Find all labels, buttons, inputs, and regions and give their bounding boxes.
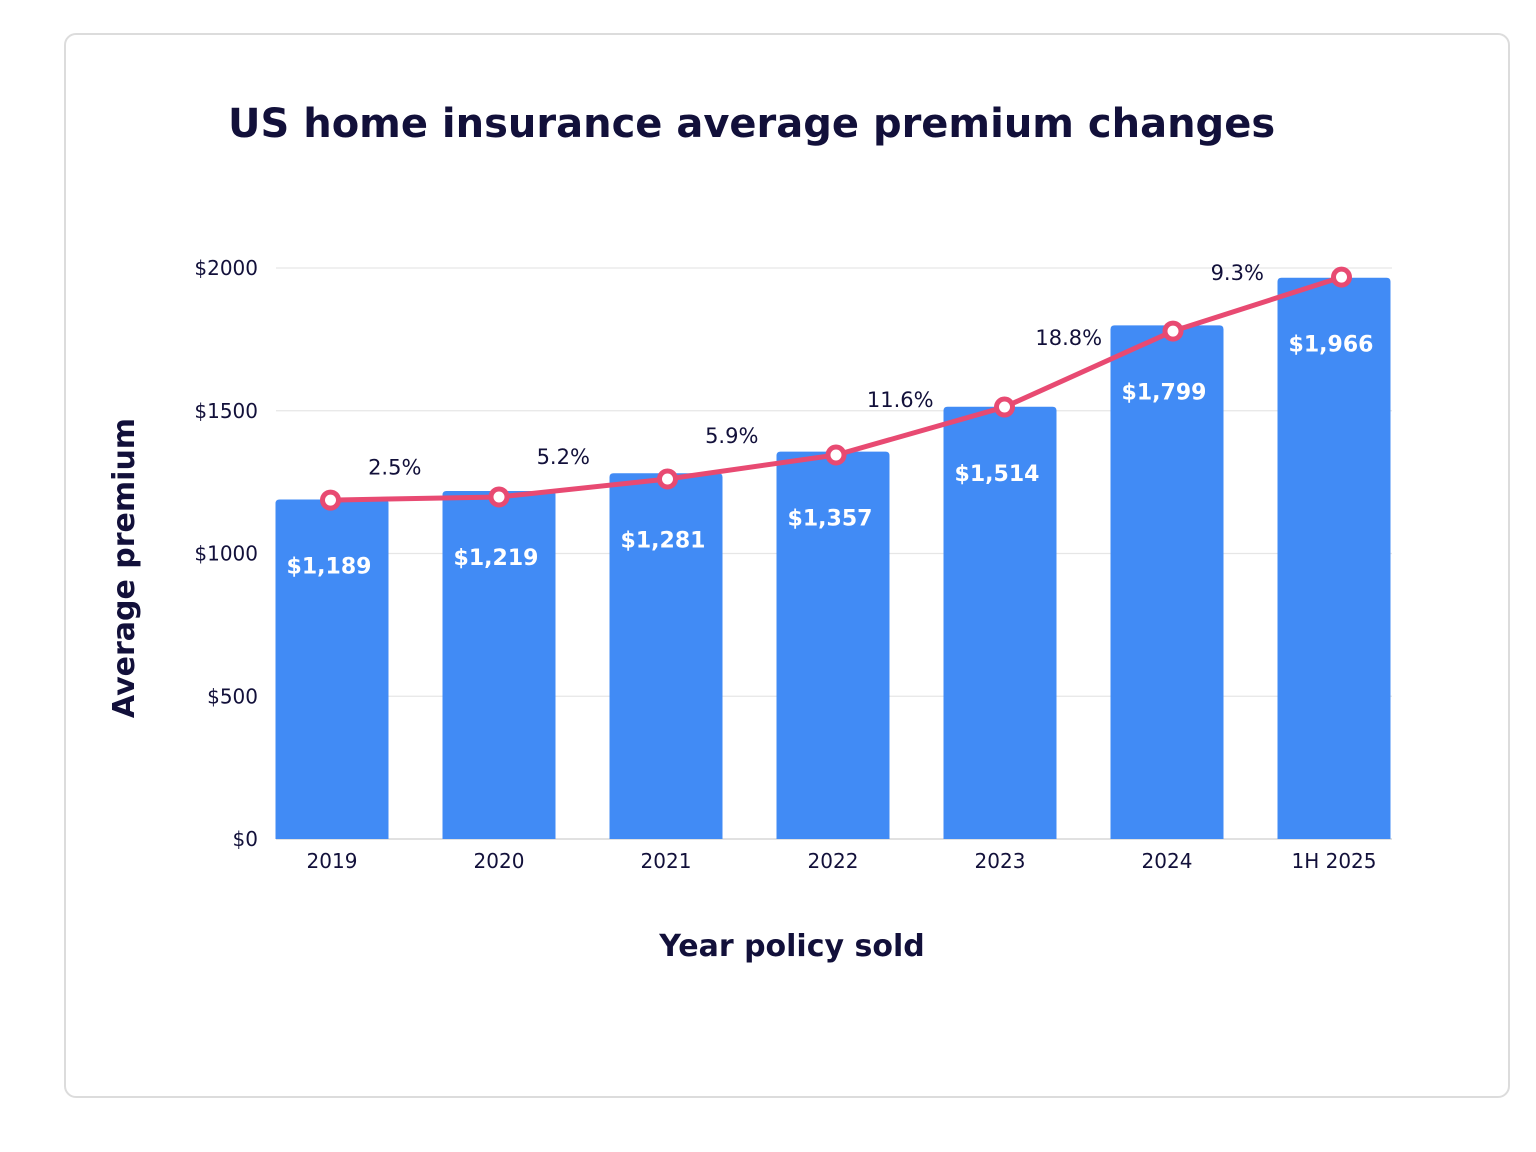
y-tick-label: $0 [233, 827, 258, 851]
bar [776, 451, 890, 839]
bar-value-label: $1,189 [287, 555, 372, 580]
change-label: 5.9% [705, 424, 758, 448]
bar [275, 499, 389, 839]
bar-value-label: $1,357 [788, 507, 873, 532]
change-label: 5.2% [537, 445, 590, 469]
line-point [1162, 320, 1184, 342]
change-label: 2.5% [368, 456, 421, 480]
line-point [657, 468, 678, 490]
line-point [825, 444, 847, 466]
change-label: 9.3% [1211, 261, 1264, 285]
bar [609, 473, 723, 839]
bar [1110, 325, 1224, 839]
y-tick-label: $1500 [194, 399, 258, 423]
bar [442, 490, 556, 839]
line-point [1331, 266, 1352, 288]
line-point [488, 486, 510, 508]
change-label: 11.6% [867, 388, 934, 412]
change-label: 18.8% [1035, 326, 1102, 350]
x-tick-label: 2023 [975, 849, 1026, 873]
bar-value-label: $1,966 [1289, 333, 1374, 358]
bar-value-label: $1,281 [621, 528, 706, 553]
y-axis-label: Average premium [107, 418, 142, 718]
bar-value-label: $1,799 [1122, 380, 1207, 405]
y-tick-label: $2000 [194, 256, 258, 280]
y-tick-label: $500 [207, 684, 258, 708]
bar-value-label: $1,514 [955, 462, 1040, 487]
line-point [320, 489, 341, 511]
x-tick-label: 2019 [307, 849, 358, 873]
x-tick-label: 2022 [808, 849, 859, 873]
bar-value-label: $1,219 [454, 546, 539, 571]
bar [1277, 277, 1391, 839]
x-tick-label: 2024 [1142, 849, 1193, 873]
x-tick-label: 1H 2025 [1291, 849, 1376, 873]
y-tick-label: $1000 [194, 542, 258, 566]
chart-title: US home insurance average premium change… [228, 101, 1275, 147]
x-tick-label: 2020 [474, 849, 525, 873]
line-point [994, 396, 1015, 418]
x-axis-label: Year policy sold [658, 929, 924, 964]
x-tick-label: 2021 [641, 849, 692, 873]
bar [943, 406, 1057, 839]
